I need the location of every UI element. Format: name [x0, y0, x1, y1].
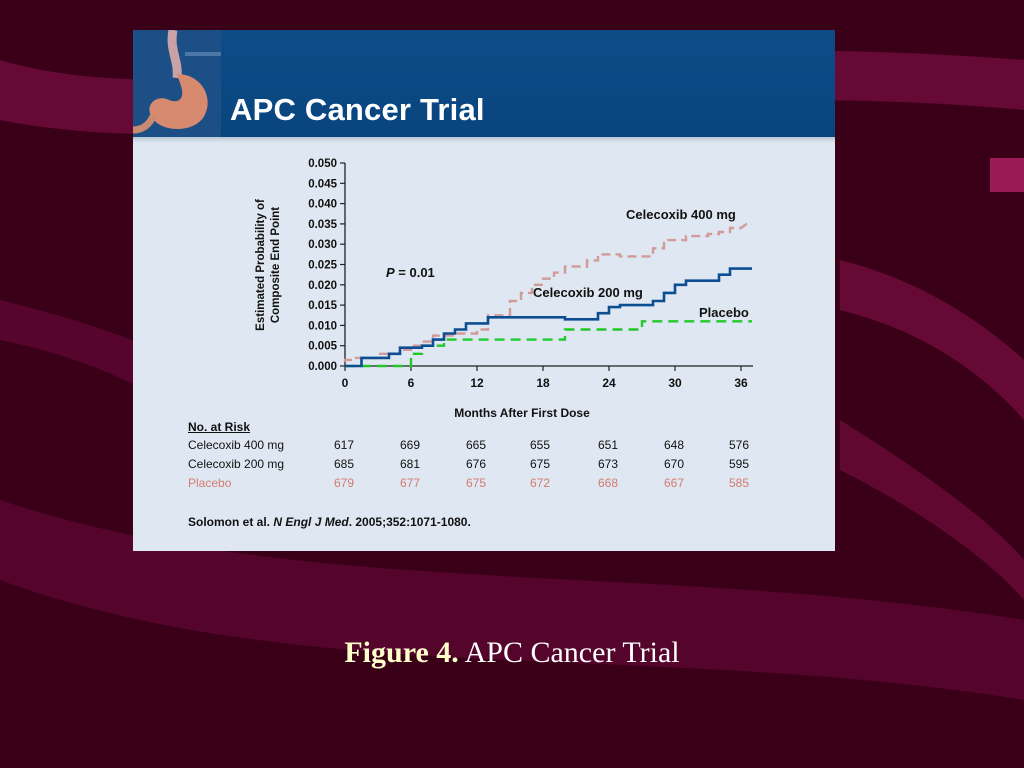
caption-label: Figure 4.	[344, 636, 459, 669]
y-tick-label: 0.020	[308, 280, 337, 292]
x-tick-label: 18	[536, 376, 550, 390]
risk-cell: 670	[664, 457, 685, 471]
kaplan-meier-chart: 0.000 0.005 0.010 0.015 0.020 0.025 0.030 0.035…	[255, 158, 753, 420]
y-tick-label: 0.040	[308, 199, 337, 211]
risk-cell: 676	[466, 457, 487, 471]
risk-cell: 648	[664, 438, 685, 452]
risk-cell: 617	[334, 438, 355, 452]
series-label-placebo: Placebo	[699, 305, 749, 320]
risk-row-label: Celecoxib 200 mg	[188, 457, 285, 471]
slide-title: APC Cancer Trial	[230, 92, 485, 127]
figure-caption: Figure 4. APC Cancer Trial	[0, 636, 1024, 670]
title-banner: APC Cancer Trial	[133, 30, 835, 137]
risk-cell: 651	[598, 438, 619, 452]
risk-cell: 668	[598, 476, 619, 490]
risk-cell: 677	[400, 476, 421, 490]
x-tick-label: 24	[602, 376, 616, 390]
y-tick-label: 0.050	[308, 158, 337, 170]
y-axis-label-line-2: Composite End Point	[270, 207, 282, 323]
slide-image: APC Cancer Trial 0.000 0.005 0.010 0.015 0.0…	[133, 30, 835, 551]
risk-cell: 673	[598, 457, 619, 471]
risk-cell: 576	[729, 438, 750, 452]
stomach-illustration-icon	[133, 30, 221, 137]
banner-divider	[133, 137, 835, 143]
risk-cell: 655	[530, 438, 551, 452]
x-tick-label: 0	[342, 376, 349, 390]
risk-row-label: Placebo	[188, 476, 232, 490]
p-value-annotation: P = 0.01	[386, 265, 435, 280]
risk-cell: 672	[530, 476, 551, 490]
x-tick-label: 36	[734, 376, 748, 390]
y-tick-label: 0.010	[308, 320, 337, 332]
risk-cell: 675	[530, 457, 551, 471]
y-tick-label: 0.035	[308, 219, 337, 231]
risk-cell: 685	[334, 457, 355, 471]
series-label-celecoxib-400: Celecoxib 400 mg	[626, 207, 736, 222]
celecoxib-200-line	[345, 267, 752, 368]
risk-cell: 675	[466, 476, 487, 490]
risk-cell: 585	[729, 476, 750, 490]
risk-cell: 667	[664, 476, 685, 490]
x-tick-label: 6	[408, 376, 415, 390]
risk-cell: 595	[729, 457, 750, 471]
y-axis-label-line-1: Estimated Probability of	[255, 199, 267, 331]
y-tick-label: 0.025	[308, 260, 337, 272]
x-axis-label: Months After First Dose	[454, 406, 590, 420]
y-tick-label: 0.015	[308, 300, 337, 312]
risk-cell: 669	[400, 438, 421, 452]
celecoxib-400-line	[343, 222, 752, 362]
risk-cell: 681	[400, 457, 421, 471]
y-tick-label: 0.045	[308, 178, 337, 190]
x-tick-label: 12	[470, 376, 484, 390]
y-tick-label: 0.005	[308, 341, 337, 353]
y-tick-label: 0.000	[308, 361, 337, 373]
citation: Solomon et al. N Engl J Med. 2005;352:10…	[188, 515, 471, 529]
risk-table-heading: No. at Risk	[188, 420, 251, 434]
series-label-celecoxib-200: Celecoxib 200 mg	[533, 285, 643, 300]
x-tick-label: 30	[668, 376, 682, 390]
risk-cell: 665	[466, 438, 487, 452]
risk-cell: 679	[334, 476, 355, 490]
caption-text: APC Cancer Trial	[458, 636, 680, 669]
risk-row-label: Celecoxib 400 mg	[188, 438, 285, 452]
placebo-line	[345, 320, 752, 368]
y-tick-label: 0.030	[308, 239, 337, 251]
